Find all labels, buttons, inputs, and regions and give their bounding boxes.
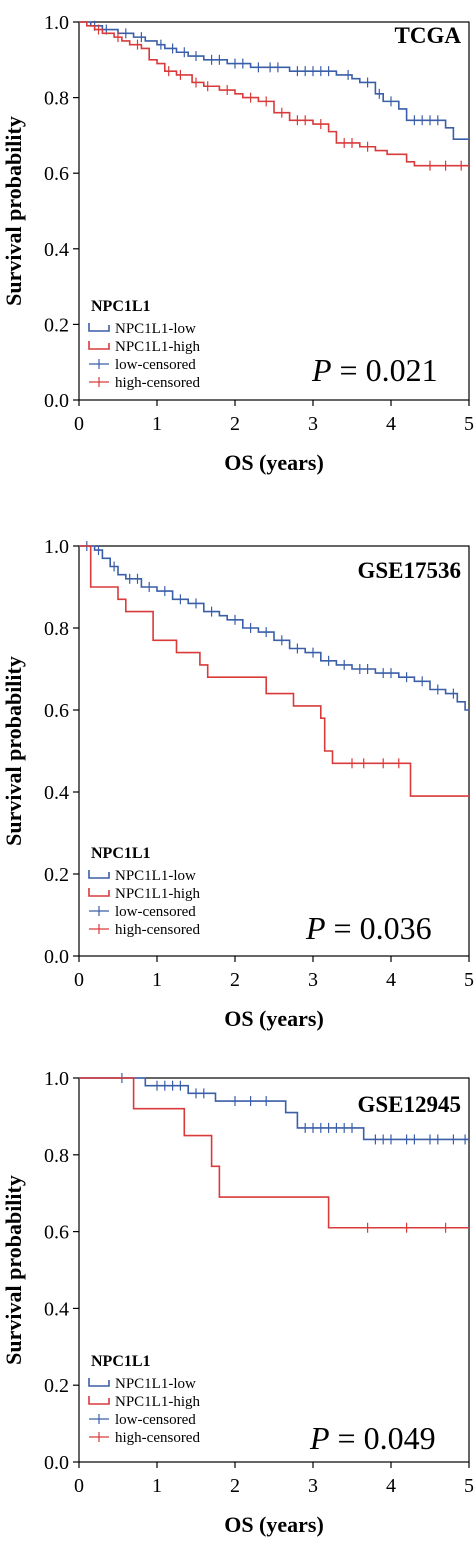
- x-tick-label: 1: [152, 969, 162, 991]
- x-tick-label: 2: [230, 969, 240, 991]
- p-value-symbol: P: [309, 1420, 330, 1456]
- km-curve-high: [79, 21, 469, 167]
- legend-entry-label: NPC1L1-high: [115, 886, 201, 902]
- x-tick-label: 1: [152, 1475, 162, 1497]
- p-value-text: = 0.021: [340, 352, 438, 388]
- y-tick-label: 0.0: [44, 390, 69, 412]
- panel-title: GSE17536: [357, 558, 461, 583]
- y-tick-label: 1.0: [44, 1068, 69, 1090]
- legend-entry-label: low-censored: [115, 904, 196, 920]
- legend: NPC1L1 NPC1L1-low NPC1L1-high low-censored h…: [88, 1353, 201, 1446]
- legend-entry-label: NPC1L1-low: [115, 868, 196, 884]
- y-tick-label: 0.6: [44, 1222, 69, 1244]
- y-tick-label: 1.0: [44, 536, 69, 558]
- km-curve-high: [79, 1077, 469, 1229]
- y-tick-label: 0.6: [44, 163, 69, 185]
- legend-swatch: [88, 1396, 110, 1405]
- y-tick-label: 0.8: [44, 618, 69, 640]
- legend-swatch: [88, 323, 110, 332]
- y-tick-label: 0.0: [44, 946, 69, 968]
- x-tick-label: 4: [386, 413, 396, 435]
- legend: NPC1L1 NPC1L1-low NPC1L1-high low-censored h…: [88, 298, 201, 391]
- y-tick-label: 0.4: [44, 782, 69, 804]
- x-axis-label: OS (years): [224, 1512, 324, 1537]
- x-tick-label: 2: [230, 413, 240, 435]
- legend-entry-label: NPC1L1-high: [115, 339, 201, 355]
- legend-title: NPC1L1: [91, 298, 151, 315]
- chart-panel-2: 0.0 0.2 0.4 0.6 0.8 1.0 0 1 2 3 4 5 OS (years) Surviv…: [1, 536, 474, 1031]
- plot-frame: [78, 1077, 470, 1463]
- legend-entry-label: NPC1L1-low: [115, 1376, 196, 1392]
- y-axis-label: Survival probability: [1, 1175, 26, 1365]
- x-tick-label: 5: [464, 1475, 474, 1497]
- x-tick-label: 5: [464, 969, 474, 991]
- legend-entry-label: high-censored: [115, 1430, 200, 1446]
- chart-panel-1: 0.0 0.2 0.4 0.6 0.8 1.0 0 1 2 3 4 5 OS (years) Surviv…: [1, 12, 474, 475]
- y-tick-label: 0.2: [44, 1375, 69, 1397]
- km-curve-low: [79, 21, 469, 140]
- p-value-symbol: P: [305, 910, 326, 946]
- y-tick-label: 0.4: [44, 1298, 69, 1320]
- x-tick-label: 5: [464, 413, 474, 435]
- y-tick-label: 0.2: [44, 864, 69, 886]
- y-axis-label: Survival probability: [1, 116, 26, 306]
- legend-title: NPC1L1: [91, 845, 151, 862]
- y-tick-label: 0.8: [44, 1145, 69, 1167]
- chart-panel-3: 0.0 0.2 0.4 0.6 0.8 1.0 0 1 2 3 4 5 OS (years) Surviv…: [1, 1068, 474, 1537]
- y-tick-label: 0.4: [44, 239, 69, 261]
- p-value-annotation: P = 0.049: [309, 1420, 436, 1456]
- x-tick-label: 0: [74, 969, 84, 991]
- x-tick-label: 4: [386, 969, 396, 991]
- x-tick-label: 0: [74, 413, 84, 435]
- legend-entry-label: low-censored: [115, 357, 196, 373]
- x-axis-label: OS (years): [224, 450, 324, 475]
- x-tick-label: 3: [308, 413, 318, 435]
- legend-swatch: [88, 888, 110, 897]
- y-tick-label: 0.2: [44, 314, 69, 336]
- x-tick-label: 1: [152, 413, 162, 435]
- x-tick-label: 2: [230, 1475, 240, 1497]
- legend-entry-label: NPC1L1-low: [115, 321, 196, 337]
- p-value-text: = 0.049: [338, 1420, 436, 1456]
- legend-entry-label: high-censored: [115, 922, 200, 938]
- km-curve-high: [79, 545, 469, 797]
- x-tick-label: 3: [308, 1475, 318, 1497]
- legend-swatch: [88, 341, 110, 350]
- legend-title: NPC1L1: [91, 1353, 151, 1370]
- x-tick-label: 3: [308, 969, 318, 991]
- plot-frame: [78, 21, 470, 401]
- panel-title: GSE12945: [357, 1092, 461, 1117]
- y-tick-label: 0.0: [44, 1452, 69, 1474]
- p-value-annotation: P = 0.021: [311, 352, 438, 388]
- legend-entry-label: NPC1L1-high: [115, 1394, 201, 1410]
- y-tick-label: 1.0: [44, 12, 69, 34]
- plot-frame: [78, 545, 470, 957]
- legend-entry-label: high-censored: [115, 375, 200, 391]
- legend: NPC1L1 NPC1L1-low NPC1L1-high low-censored h…: [88, 845, 201, 938]
- x-tick-label: 0: [74, 1475, 84, 1497]
- panel-title: TCGA: [395, 23, 462, 48]
- y-tick-label: 0.6: [44, 700, 69, 722]
- y-tick-label: 0.8: [44, 88, 69, 110]
- legend-swatch: [88, 870, 110, 879]
- p-value-text: = 0.036: [334, 910, 432, 946]
- p-value-annotation: P = 0.036: [305, 910, 432, 946]
- x-axis-label: OS (years): [224, 1006, 324, 1031]
- y-axis-label: Survival probability: [1, 656, 26, 846]
- legend-swatch: [88, 1378, 110, 1387]
- x-tick-label: 4: [386, 1475, 396, 1497]
- legend-entry-label: low-censored: [115, 1412, 196, 1428]
- km-curve-low: [79, 545, 469, 711]
- p-value-symbol: P: [311, 352, 332, 388]
